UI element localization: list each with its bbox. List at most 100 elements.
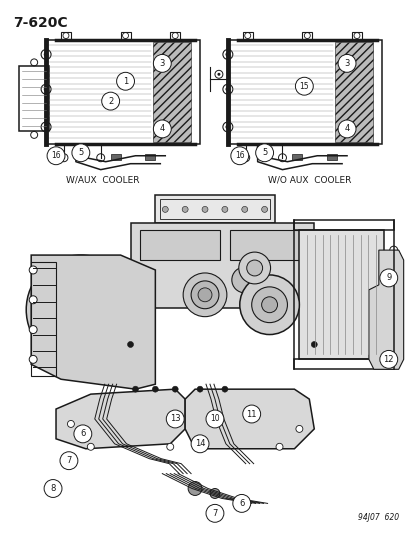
Circle shape xyxy=(225,52,229,56)
Bar xyxy=(227,39,381,144)
Circle shape xyxy=(221,386,227,392)
Circle shape xyxy=(153,120,171,138)
Text: 16: 16 xyxy=(235,151,244,160)
Circle shape xyxy=(183,273,226,317)
Circle shape xyxy=(206,504,223,522)
Circle shape xyxy=(295,77,313,95)
Circle shape xyxy=(295,425,302,432)
Circle shape xyxy=(74,425,92,443)
Circle shape xyxy=(152,386,158,392)
Bar xyxy=(31,262,56,376)
Circle shape xyxy=(191,281,218,309)
Bar xyxy=(170,31,180,39)
Circle shape xyxy=(251,287,287,322)
Text: 3: 3 xyxy=(344,59,349,68)
Bar xyxy=(145,154,155,160)
Circle shape xyxy=(221,206,227,212)
Text: W/AUX  COOLER: W/AUX COOLER xyxy=(66,175,139,184)
Bar xyxy=(120,31,130,39)
Circle shape xyxy=(337,120,355,138)
Circle shape xyxy=(43,272,118,348)
Circle shape xyxy=(241,154,249,161)
Text: 11: 11 xyxy=(246,409,256,418)
Circle shape xyxy=(230,147,248,165)
Circle shape xyxy=(72,144,90,161)
Circle shape xyxy=(389,246,397,254)
Circle shape xyxy=(241,206,247,212)
Circle shape xyxy=(67,421,74,427)
Circle shape xyxy=(255,144,273,161)
Circle shape xyxy=(44,125,48,129)
Circle shape xyxy=(97,154,104,161)
Circle shape xyxy=(182,206,188,212)
Circle shape xyxy=(246,260,262,276)
Circle shape xyxy=(379,269,397,287)
Circle shape xyxy=(132,386,138,392)
Text: 16: 16 xyxy=(51,151,61,160)
Circle shape xyxy=(29,326,37,334)
Circle shape xyxy=(29,266,37,274)
Bar xyxy=(140,230,219,260)
Circle shape xyxy=(197,288,211,302)
Text: 94J07  620: 94J07 620 xyxy=(357,513,398,522)
Bar xyxy=(46,39,199,144)
Text: 5: 5 xyxy=(78,148,83,157)
Text: 2: 2 xyxy=(108,96,113,106)
Text: 6: 6 xyxy=(80,430,85,438)
Circle shape xyxy=(191,435,209,453)
Circle shape xyxy=(44,480,62,497)
Text: 1: 1 xyxy=(123,77,128,86)
Polygon shape xyxy=(31,255,155,389)
Circle shape xyxy=(232,495,250,512)
Text: 3: 3 xyxy=(159,59,165,68)
Circle shape xyxy=(60,154,68,161)
Circle shape xyxy=(41,84,51,94)
Circle shape xyxy=(261,297,277,313)
Circle shape xyxy=(209,489,219,498)
Bar xyxy=(130,223,313,308)
Circle shape xyxy=(217,73,220,76)
Polygon shape xyxy=(368,250,403,369)
Circle shape xyxy=(222,122,232,132)
Circle shape xyxy=(59,288,102,332)
Bar xyxy=(229,230,299,260)
Circle shape xyxy=(242,405,260,423)
Circle shape xyxy=(379,350,397,368)
Circle shape xyxy=(202,206,207,212)
Text: 9: 9 xyxy=(385,273,390,282)
Circle shape xyxy=(222,50,232,59)
Bar xyxy=(299,230,383,359)
Circle shape xyxy=(102,92,119,110)
Circle shape xyxy=(116,72,134,90)
Bar xyxy=(351,31,361,39)
Circle shape xyxy=(188,481,202,496)
Bar xyxy=(292,154,301,160)
Bar xyxy=(160,199,269,219)
Bar xyxy=(326,154,336,160)
Bar xyxy=(19,66,49,131)
Circle shape xyxy=(29,296,37,304)
Text: 7: 7 xyxy=(212,509,217,518)
Circle shape xyxy=(206,410,223,428)
Text: 8: 8 xyxy=(50,484,56,493)
Circle shape xyxy=(225,87,229,91)
Polygon shape xyxy=(185,389,313,449)
Circle shape xyxy=(389,306,397,314)
Bar xyxy=(110,154,120,160)
Text: 5: 5 xyxy=(261,148,266,157)
Circle shape xyxy=(231,267,257,293)
Bar xyxy=(153,42,191,142)
Bar xyxy=(294,359,393,369)
Bar xyxy=(335,42,372,142)
Circle shape xyxy=(162,206,168,212)
Text: 12: 12 xyxy=(382,355,393,364)
Text: W/O AUX  COOLER: W/O AUX COOLER xyxy=(267,175,350,184)
Bar xyxy=(294,220,393,230)
Text: 6: 6 xyxy=(238,499,244,508)
Circle shape xyxy=(41,50,51,59)
Circle shape xyxy=(47,147,65,165)
Circle shape xyxy=(44,52,48,56)
Text: 7: 7 xyxy=(66,456,71,465)
Circle shape xyxy=(197,386,202,392)
Circle shape xyxy=(196,443,203,450)
